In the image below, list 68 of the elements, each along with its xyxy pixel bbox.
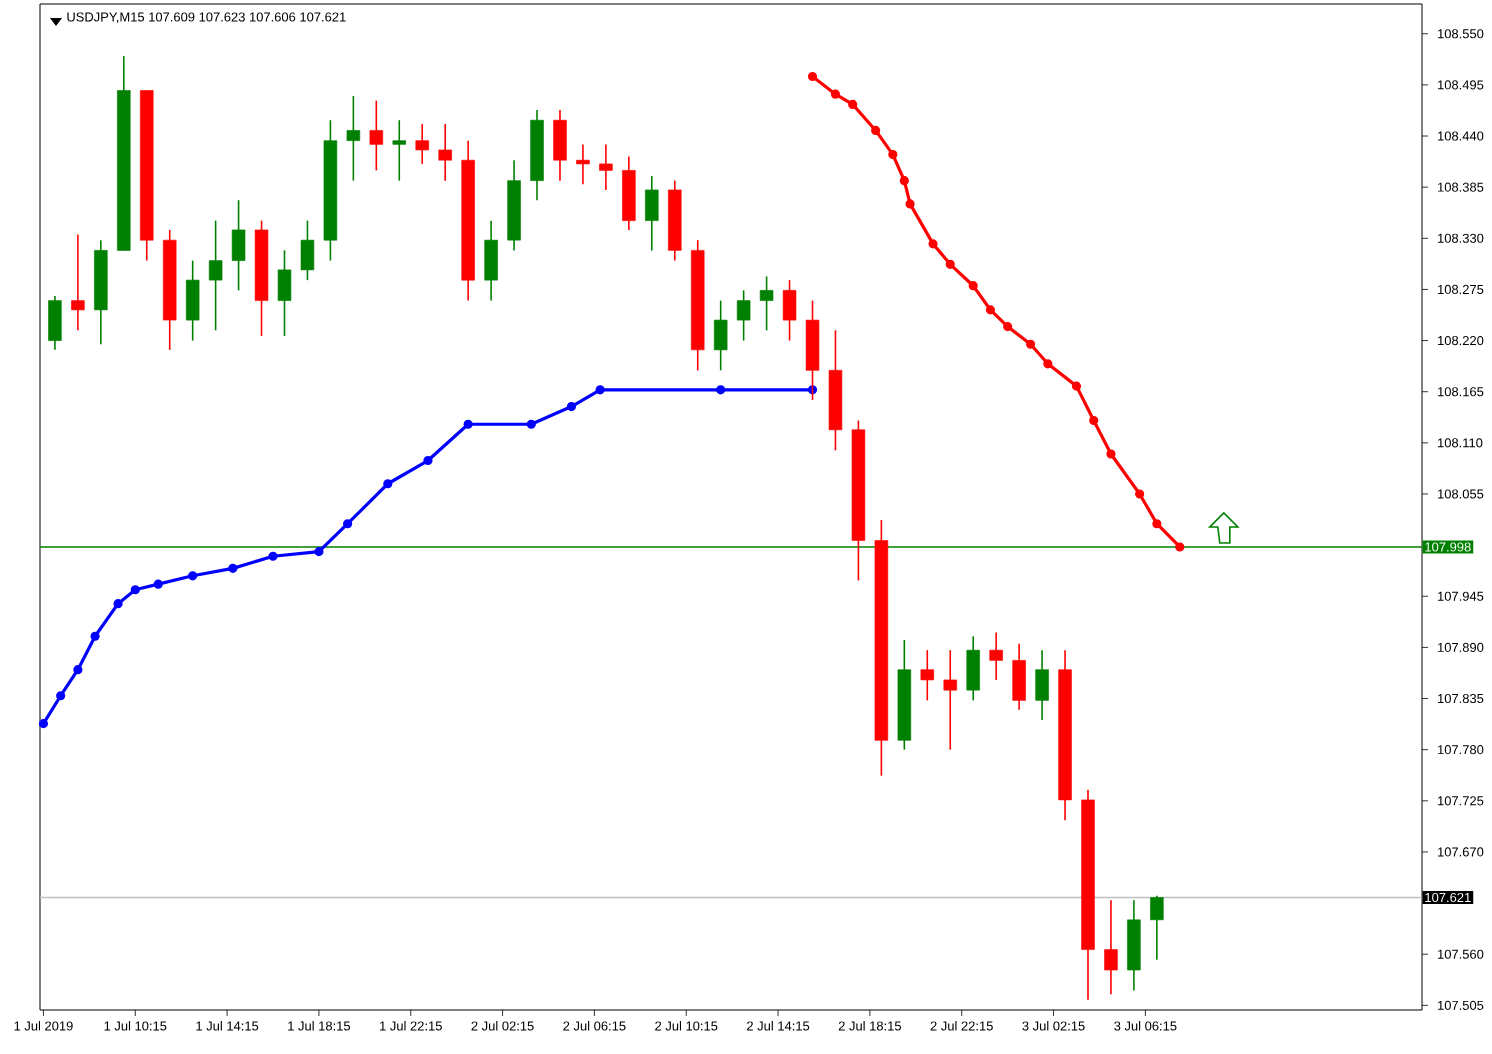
candlestick bbox=[553, 109, 567, 182]
point bbox=[1135, 489, 1145, 499]
candlestick bbox=[943, 649, 957, 751]
point bbox=[343, 519, 353, 529]
point bbox=[716, 385, 726, 395]
candlestick bbox=[713, 299, 728, 372]
point bbox=[807, 71, 818, 82]
point bbox=[945, 259, 955, 269]
point bbox=[38, 719, 49, 729]
point bbox=[848, 99, 858, 109]
point bbox=[985, 305, 996, 315]
point bbox=[153, 579, 163, 589]
candlestick bbox=[759, 275, 774, 332]
candlestick bbox=[1104, 899, 1118, 995]
candlestick bbox=[645, 175, 659, 252]
point bbox=[595, 385, 605, 395]
point bbox=[899, 176, 909, 186]
point bbox=[888, 150, 898, 160]
candlestick bbox=[438, 123, 452, 182]
point bbox=[830, 89, 841, 99]
candlestick bbox=[989, 631, 1003, 681]
candlestick bbox=[920, 649, 935, 702]
candlestick bbox=[782, 279, 797, 342]
point bbox=[1043, 359, 1053, 369]
candlestick bbox=[1150, 894, 1164, 961]
candlestick bbox=[231, 199, 246, 292]
point bbox=[268, 551, 278, 561]
point bbox=[1175, 542, 1185, 552]
candlestick bbox=[71, 233, 85, 332]
point bbox=[1026, 339, 1036, 349]
candlestick bbox=[1035, 649, 1049, 721]
point bbox=[871, 125, 881, 136]
point bbox=[1089, 415, 1099, 426]
point bbox=[1106, 449, 1116, 459]
point bbox=[566, 401, 577, 412]
candlestick bbox=[48, 295, 62, 351]
candlestick bbox=[966, 635, 980, 702]
candlestick bbox=[576, 143, 590, 186]
candlestick bbox=[369, 99, 384, 172]
point bbox=[188, 571, 198, 581]
candlestick bbox=[300, 219, 315, 281]
point bbox=[526, 419, 536, 429]
point bbox=[928, 239, 938, 249]
point bbox=[1152, 519, 1162, 529]
point bbox=[90, 631, 100, 641]
candlestick bbox=[277, 249, 292, 337]
point bbox=[1003, 322, 1013, 332]
candlestick bbox=[736, 289, 751, 342]
candlestick bbox=[392, 119, 406, 182]
point bbox=[228, 563, 238, 573]
candlestick bbox=[346, 95, 361, 182]
candlestick bbox=[599, 143, 613, 191]
candlestick bbox=[484, 219, 498, 302]
candlestick bbox=[208, 219, 223, 332]
point bbox=[905, 199, 915, 209]
point bbox=[113, 599, 123, 609]
candlestick bbox=[415, 123, 429, 165]
point bbox=[73, 665, 83, 675]
point bbox=[1071, 381, 1082, 391]
point bbox=[314, 547, 324, 557]
point bbox=[130, 585, 140, 595]
point bbox=[423, 455, 433, 466]
point bbox=[968, 281, 978, 291]
candlestick bbox=[185, 259, 200, 342]
candlestick bbox=[1012, 642, 1026, 711]
point bbox=[56, 691, 66, 701]
point bbox=[383, 479, 393, 489]
point bbox=[463, 419, 473, 429]
